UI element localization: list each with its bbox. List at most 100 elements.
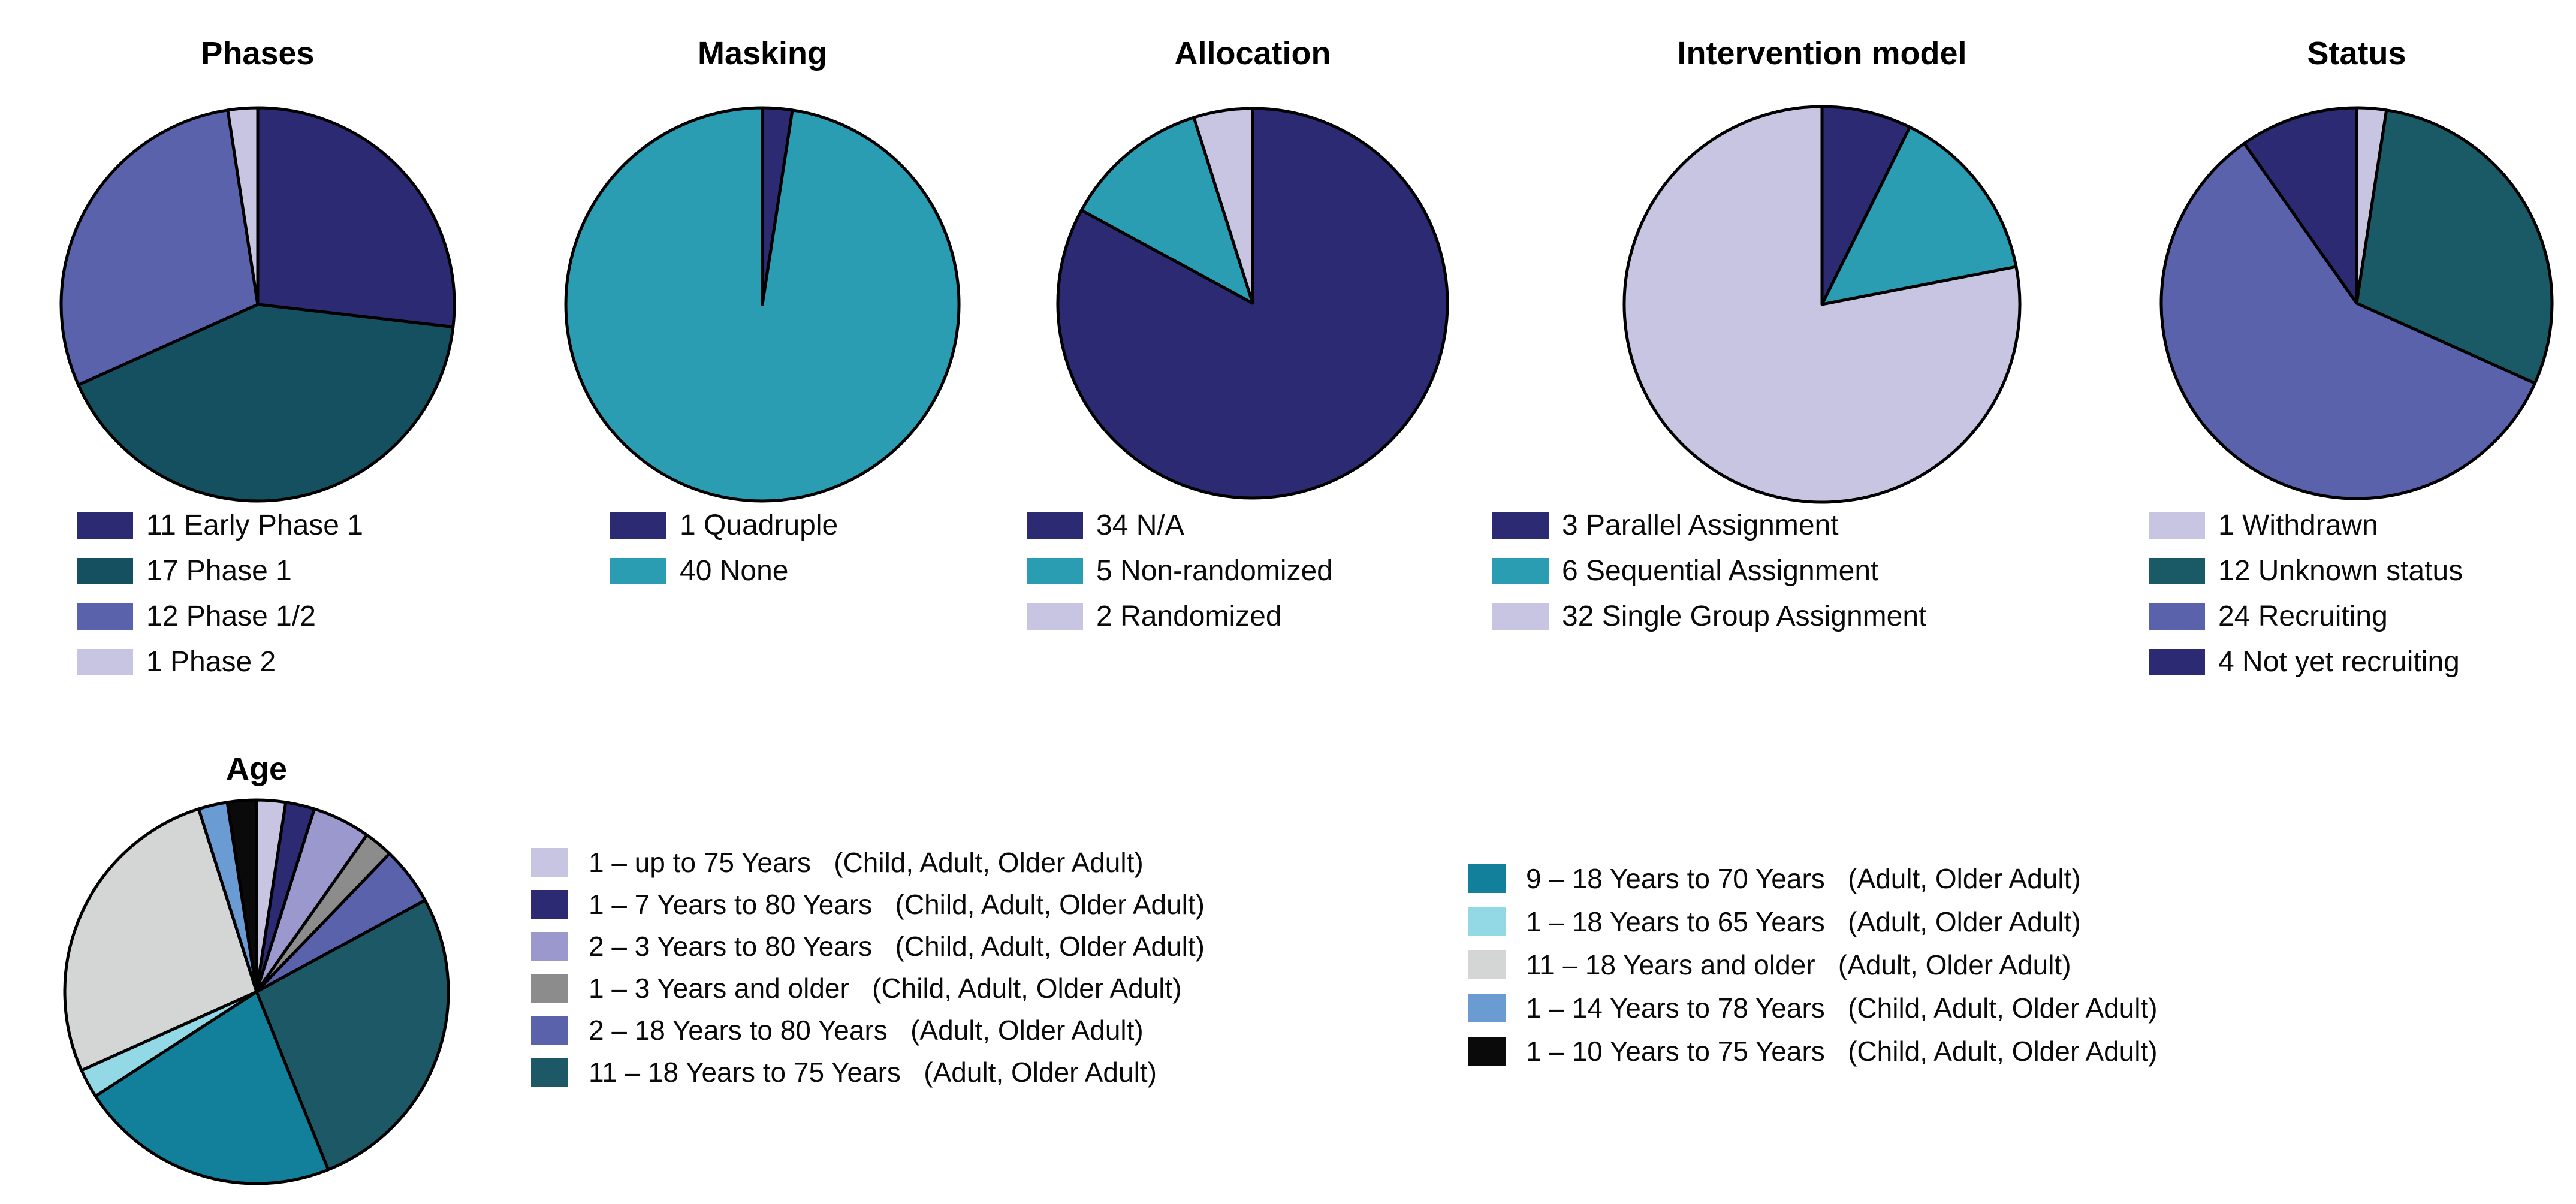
pie-slice-status-1 [2355, 108, 2554, 385]
legend-item-age-5: 11 – 18 Years to 75 Years (Adult, Older … [531, 1058, 1157, 1087]
pie-chart-phases [59, 106, 456, 503]
legend-label-phases-3: 1 Phase 2 [146, 646, 276, 678]
pie-slice-age-8 [63, 807, 258, 1072]
legend-swatch-phases-3 [77, 649, 133, 675]
legend-label-allocation-1: 5 Non-randomized [1096, 555, 1333, 587]
legend-item-age-8: 11 – 18 Years and older (Adult, Older Ad… [1468, 950, 2071, 979]
legend-swatch-age-5 [531, 1058, 568, 1087]
chart-title-phases: Phases [201, 35, 315, 71]
pie-slice-status-3 [2242, 106, 2358, 305]
legend-swatch-phases-2 [77, 603, 133, 630]
chart-title-status: Status [2307, 35, 2406, 71]
legend-swatch-age-6 [1468, 864, 1506, 893]
legend-label-phases-0: 11 Early Phase 1 [146, 509, 363, 541]
legend-swatch-phases-0 [77, 512, 133, 539]
legend-item-masking-0: 1 Quadruple [610, 511, 838, 540]
legend-swatch-age-4 [531, 1016, 568, 1045]
legend-label-status-1: 12 Unknown status [2218, 555, 2463, 587]
legend-swatch-intervention-model-0 [1492, 512, 1549, 539]
pie-chart-age [63, 798, 450, 1185]
legend-swatch-allocation-1 [1027, 558, 1083, 584]
legend-swatch-allocation-0 [1027, 512, 1083, 539]
chart-title-age: Age [225, 751, 288, 787]
legend-item-age-4: 2 – 18 Years to 80 Years (Adult, Older A… [531, 1016, 1144, 1045]
legend-item-status-0: 1 Withdrawn [2149, 511, 2378, 540]
legend-label-status-0: 1 Withdrawn [2218, 509, 2378, 541]
pie-slice-phases-0 [256, 106, 456, 329]
legend-item-allocation-2: 2 Randomized [1027, 602, 1282, 631]
pie-slice-age-6 [93, 990, 330, 1185]
pie-slice-allocation-2 [1192, 107, 1254, 305]
chart-title-intervention-model: Intervention model [1677, 35, 1967, 71]
legend-label-age-1: 1 – 7 Years to 80 Years (Child, Adult, O… [589, 889, 1205, 920]
legend-swatch-status-3 [2149, 649, 2205, 675]
legend-item-phases-1: 17 Phase 1 [77, 557, 292, 586]
legend-label-status-3: 4 Not yet recruiting [2218, 646, 2460, 678]
legend-item-age-6: 9 – 18 Years to 70 Years (Adult, Older A… [1468, 864, 2081, 893]
legend-label-allocation-2: 2 Randomized [1096, 601, 1282, 632]
legend-swatch-allocation-2 [1027, 603, 1083, 630]
legend-label-allocation-0: 34 N/A [1096, 509, 1184, 541]
legend-item-intervention-model-0: 3 Parallel Assignment [1492, 511, 1839, 540]
pie-slice-age-5 [255, 898, 450, 1172]
legend-swatch-phases-1 [77, 558, 133, 584]
legend-label-phases-1: 17 Phase 1 [146, 555, 292, 587]
legend-swatch-age-9 [1468, 994, 1506, 1022]
legend-label-age-10: 1 – 10 Years to 75 Years (Child, Adult, … [1526, 1036, 2158, 1067]
pie-slice-allocation-1 [1079, 116, 1254, 305]
legend-label-phases-2: 12 Phase 1/2 [146, 601, 316, 632]
legend-swatch-status-1 [2149, 558, 2205, 584]
legend-item-age-7: 1 – 18 Years to 65 Years (Adult, Older A… [1468, 907, 2081, 936]
pie-chart-status [2159, 106, 2554, 500]
legend-item-intervention-model-1: 6 Sequential Assignment [1492, 557, 1878, 586]
chart-title-masking: Masking [697, 35, 828, 71]
legend-swatch-age-1 [531, 890, 568, 919]
pie-chart-allocation [1056, 107, 1449, 500]
legend-swatch-age-8 [1468, 950, 1506, 979]
legend-label-age-9: 1 – 14 Years to 78 Years (Child, Adult, … [1526, 992, 2158, 1024]
legend-swatch-age-7 [1468, 907, 1506, 936]
legend-swatch-status-2 [2149, 603, 2205, 630]
pie-slice-phases-3 [226, 106, 260, 306]
legend-item-phases-2: 12 Phase 1/2 [77, 602, 316, 631]
legend-swatch-age-2 [531, 932, 568, 961]
legend-item-allocation-1: 5 Non-randomized [1027, 557, 1333, 586]
pie-slice-intervention-model-2 [1622, 105, 2022, 504]
legend-swatch-age-10 [1468, 1037, 1506, 1066]
legend-swatch-intervention-model-2 [1492, 603, 1549, 630]
legend-label-intervention-model-2: 32 Single Group Assignment [1562, 601, 1927, 632]
legend-label-intervention-model-0: 3 Parallel Assignment [1562, 509, 1839, 541]
legend-item-status-1: 12 Unknown status [2149, 557, 2463, 586]
pie-slice-masking-1 [564, 106, 961, 503]
legend-item-status-3: 4 Not yet recruiting [2149, 648, 2460, 677]
legend-item-age-0: 1 – up to 75 Years (Child, Adult, Older … [531, 848, 1144, 877]
legend-label-age-7: 1 – 18 Years to 65 Years (Adult, Older A… [1526, 906, 2081, 937]
legend-label-age-6: 9 – 18 Years to 70 Years (Adult, Older A… [1526, 863, 2081, 894]
legend-item-allocation-0: 34 N/A [1027, 511, 1184, 540]
legend-label-age-0: 1 – up to 75 Years (Child, Adult, Older … [589, 847, 1144, 878]
legend-label-age-5: 11 – 18 Years to 75 Years (Adult, Older … [589, 1057, 1157, 1088]
legend-item-masking-1: 40 None [610, 557, 788, 586]
legend-item-age-2: 2 – 3 Years to 80 Years (Child, Adult, O… [531, 932, 1205, 961]
pie-slice-status-2 [2159, 141, 2536, 500]
legend-swatch-masking-1 [610, 558, 666, 584]
legend-label-masking-1: 40 None [680, 555, 789, 587]
legend-item-intervention-model-2: 32 Single Group Assignment [1492, 602, 1926, 631]
legend-item-age-10: 1 – 10 Years to 75 Years (Child, Adult, … [1468, 1037, 2158, 1066]
legend-label-age-8: 11 – 18 Years and older (Adult, Older Ad… [1526, 949, 2071, 980]
legend-label-age-2: 2 – 3 Years to 80 Years (Child, Adult, O… [589, 931, 1205, 962]
legend-label-intervention-model-1: 6 Sequential Assignment [1562, 555, 1879, 587]
legend-label-status-2: 24 Recruiting [2218, 601, 2388, 632]
legend-label-age-4: 2 – 18 Years to 80 Years (Adult, Older A… [589, 1015, 1144, 1046]
legend-swatch-intervention-model-1 [1492, 558, 1549, 584]
legend-item-age-1: 1 – 7 Years to 80 Years (Child, Adult, O… [531, 890, 1205, 919]
legend-swatch-status-0 [2149, 512, 2205, 539]
legend-label-masking-0: 1 Quadruple [680, 509, 838, 541]
pie-slice-phases-1 [77, 303, 455, 503]
legend-label-age-3: 1 – 3 Years and older (Child, Adult, Old… [589, 973, 1182, 1004]
chart-title-allocation: Allocation [1174, 35, 1331, 71]
legend-swatch-age-0 [531, 848, 568, 877]
legend-swatch-age-3 [531, 974, 568, 1003]
pie-slice-intervention-model-0 [1820, 105, 1911, 306]
